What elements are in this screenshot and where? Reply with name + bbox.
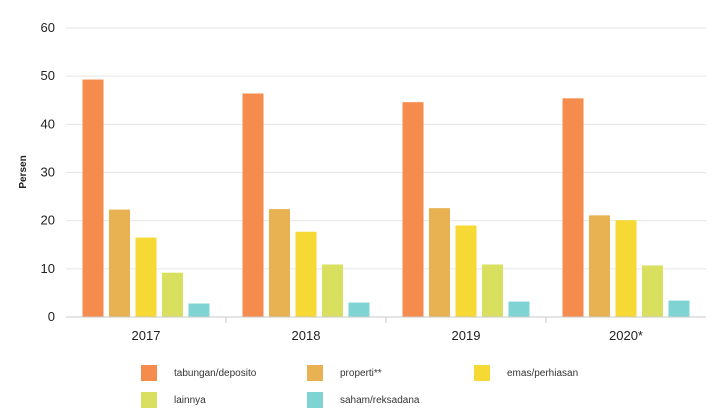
y-tick-label: 10 — [41, 261, 55, 276]
bar-saham-reksadana-2018 — [348, 302, 370, 317]
y-tick-label: 20 — [41, 213, 55, 228]
y-tick-label: 0 — [48, 309, 55, 324]
legend-item: lainnya — [141, 392, 206, 408]
bar-emas-perhiasan-2017 — [135, 237, 157, 317]
bar-emas-perhiasan-2018 — [295, 231, 317, 317]
legend-label: emas/perhiasan — [507, 368, 578, 379]
bar-properti-2017 — [109, 209, 130, 317]
bar-lainnya-2018 — [322, 264, 343, 317]
legend-label: tabungan/deposito — [174, 368, 257, 379]
bar-emas-perhiasan-2020 — [615, 220, 637, 317]
bar-lainnya-2019 — [482, 264, 503, 317]
bar-saham-reksadana-2020 — [668, 300, 690, 317]
bar-lainnya-2020 — [642, 265, 663, 317]
bar-properti-2019 — [429, 208, 450, 317]
x-axis-ticks: 2017 2018 2019 2020* — [132, 317, 643, 343]
y-tick-label: 30 — [41, 165, 55, 180]
legend-swatch — [307, 365, 323, 381]
legend-item: saham/reksadana — [307, 392, 420, 408]
bar-saham-reksadana-2017 — [188, 303, 210, 317]
bar-properti-2018 — [269, 209, 290, 317]
x-tick-label: 2017 — [132, 328, 161, 343]
legend-swatch — [141, 392, 157, 408]
bar-lainnya-2017 — [162, 272, 183, 317]
legend-swatch — [474, 365, 490, 381]
legend-label: saham/reksadana — [340, 395, 420, 406]
bar-properti-2020 — [589, 215, 610, 317]
bar-emas-perhiasan-2019 — [455, 225, 477, 317]
legend-swatch — [141, 365, 157, 381]
legend-label: properti** — [340, 368, 382, 379]
x-tick-label: 2018 — [292, 328, 321, 343]
legend-item: tabungan/deposito — [141, 365, 257, 381]
bar-tabungan-deposito-2018 — [242, 93, 264, 317]
y-tick-label: 50 — [41, 68, 55, 83]
y-axis-ticks: 0 10 20 30 40 50 60 — [41, 20, 55, 324]
bar-tabungan-deposito-2017 — [82, 79, 104, 317]
legend-item: properti** — [307, 365, 382, 381]
legend: tabungan/deposito properti** emas/perhiasa… — [141, 365, 578, 408]
bar-tabungan-deposito-2019 — [402, 102, 424, 317]
x-tick-label: 2019 — [452, 328, 481, 343]
x-tick-label: 2020* — [609, 328, 643, 343]
y-axis-label: Persen — [18, 155, 29, 188]
y-tick-label: 60 — [41, 20, 55, 35]
legend-item: emas/perhiasan — [474, 365, 578, 381]
bar-saham-reksadana-2019 — [508, 301, 530, 317]
legend-label: lainnya — [174, 395, 206, 406]
y-tick-label: 40 — [41, 116, 55, 131]
legend-swatch — [307, 392, 323, 408]
bar-tabungan-deposito-2020 — [562, 98, 584, 317]
bars — [82, 79, 690, 317]
